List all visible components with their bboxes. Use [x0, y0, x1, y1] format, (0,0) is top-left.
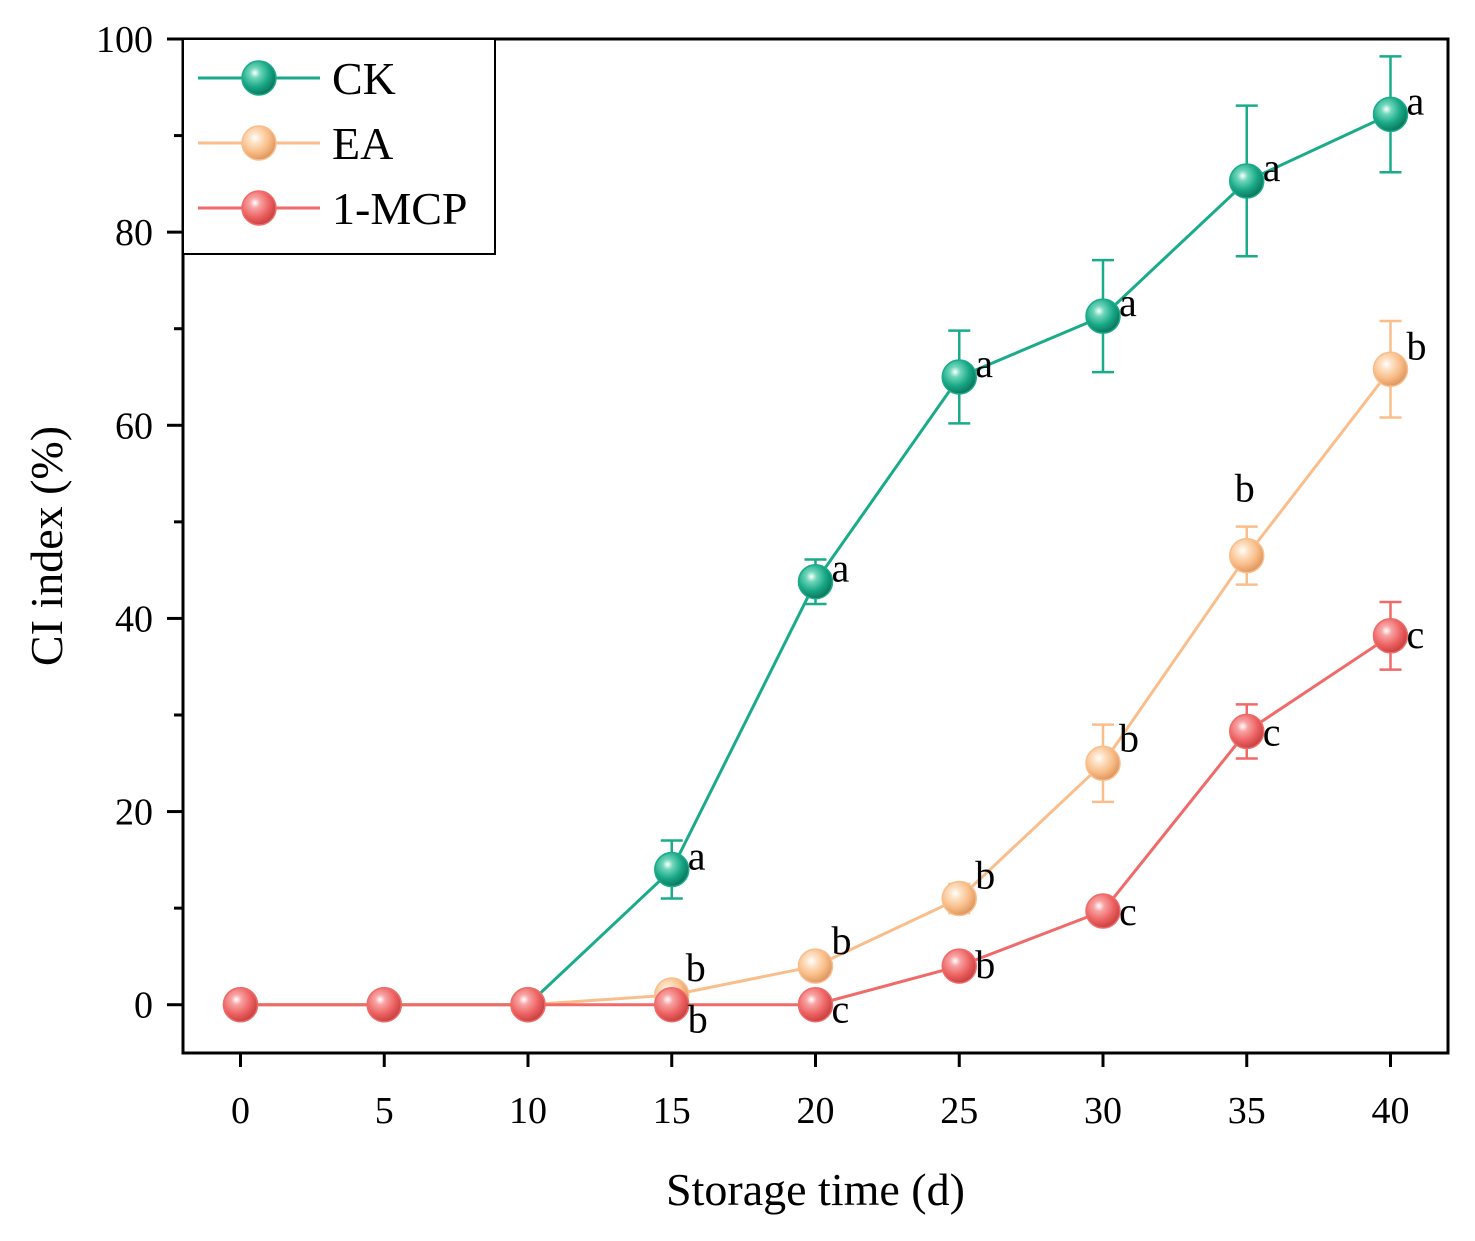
data-point: [797, 563, 834, 600]
y-tick-label: 0: [134, 985, 153, 1027]
x-tick-label: 0: [231, 1090, 250, 1132]
data-point: [1372, 96, 1409, 133]
significance-label: c: [1407, 612, 1425, 657]
significance-label: c: [1263, 709, 1281, 754]
significance-label: b: [686, 945, 706, 990]
data-point: [1085, 298, 1121, 334]
legend-item-ea: EA: [198, 118, 393, 169]
data-point: [654, 851, 690, 888]
legend-swatch-marker: [241, 60, 277, 96]
significance-label: b: [975, 852, 995, 897]
significance-label: c: [832, 987, 850, 1032]
legend-swatch-marker: [241, 125, 277, 161]
data-point: [366, 986, 402, 1023]
significance-label: b: [1119, 715, 1139, 760]
significance-label: c: [1119, 889, 1137, 934]
data-point: [797, 986, 834, 1023]
legend-label: EA: [332, 118, 393, 169]
significance-label: a: [1407, 78, 1425, 123]
legend: CK EA 1-MCP: [182, 38, 496, 255]
significance-label: b: [975, 942, 995, 987]
legend-label: 1-MCP: [332, 183, 467, 234]
x-tick-label: 10: [509, 1090, 547, 1132]
series-1-mcp: [222, 600, 1409, 1023]
x-tick-label: 40: [1372, 1090, 1410, 1132]
significance-label: a: [1119, 280, 1137, 325]
data-point: [1085, 745, 1121, 782]
data-point: [1229, 537, 1265, 574]
y-tick-label: 60: [115, 405, 153, 447]
data-point: [797, 948, 834, 984]
significance-label: a: [1263, 145, 1281, 190]
legend-box: [182, 38, 496, 255]
data-point: [222, 986, 259, 1023]
x-axis-title: Storage time (d): [666, 1164, 965, 1215]
legend-swatch-marker: [241, 190, 277, 226]
data-point: [1229, 713, 1265, 750]
x-tick-label: 15: [653, 1090, 691, 1132]
significance-label: b: [1235, 466, 1255, 511]
x-tick-label: 35: [1228, 1090, 1266, 1132]
data-point: [1372, 351, 1409, 388]
significance-label: b: [1407, 323, 1427, 368]
significance-label: a: [975, 341, 993, 386]
legend-item-ck: CK: [198, 53, 396, 104]
significance-label: a: [688, 834, 706, 879]
data-point: [941, 880, 977, 917]
series-ea: [222, 319, 1409, 1023]
data-point: [1085, 893, 1121, 929]
y-tick-label: 20: [115, 792, 153, 834]
data-point: [510, 986, 546, 1023]
y-axis-title: CI index (%): [21, 426, 72, 666]
data-point: [654, 986, 690, 1023]
x-tick-label: 5: [375, 1090, 394, 1132]
significance-label: a: [832, 546, 850, 591]
legend-label: CK: [332, 53, 396, 104]
series-line: [240, 368, 1392, 1007]
y-tick-label: 40: [115, 598, 153, 640]
legend-item-1-mcp: 1-MCP: [198, 183, 467, 234]
data-point: [941, 359, 977, 395]
y-tick-label: 80: [115, 212, 153, 254]
y-tick-label: 100: [96, 19, 153, 61]
significance-label: b: [832, 918, 852, 963]
significance-label: b: [688, 997, 708, 1042]
x-tick-label: 30: [1084, 1090, 1122, 1132]
x-tick-label: 25: [940, 1090, 978, 1132]
data-point: [1372, 618, 1409, 654]
x-tick-label: 20: [797, 1090, 835, 1132]
data-point: [1229, 163, 1265, 199]
data-point: [941, 948, 977, 984]
